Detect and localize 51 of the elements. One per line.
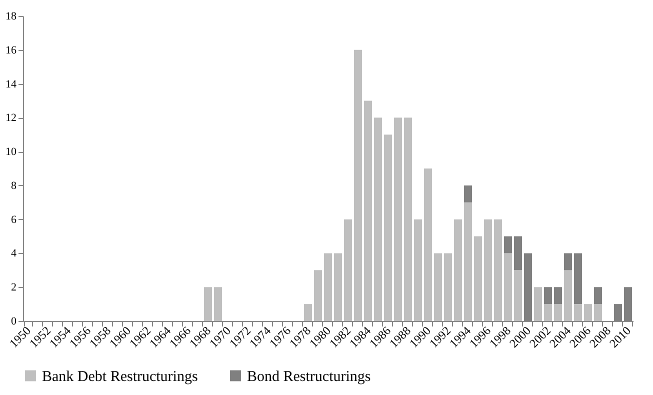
y-tick-label: 14	[6, 78, 17, 90]
bar	[464, 185, 472, 202]
bar	[424, 168, 432, 321]
bar	[534, 287, 542, 321]
y-tick-label: 8	[11, 180, 17, 192]
y-tick-label: 0	[11, 316, 17, 328]
bar	[554, 304, 562, 321]
y-tick-label: 4	[11, 248, 17, 260]
bar	[554, 287, 562, 304]
bar	[564, 270, 572, 321]
y-tick-label: 6	[11, 214, 17, 226]
bar	[204, 287, 212, 321]
bar	[514, 270, 522, 321]
y-tick-label: 12	[6, 112, 16, 124]
bar	[574, 304, 582, 321]
bar	[464, 202, 472, 321]
bar	[544, 287, 552, 304]
bar	[504, 253, 512, 321]
legend-label: Bond Restructurings	[247, 368, 371, 385]
bar	[474, 236, 482, 321]
bar	[544, 304, 552, 321]
bar	[314, 270, 322, 321]
bar	[484, 219, 492, 321]
bar	[404, 118, 412, 321]
bar	[354, 50, 362, 321]
bar	[564, 253, 572, 270]
bar	[414, 219, 422, 321]
bar	[324, 253, 332, 321]
bar	[214, 287, 222, 321]
y-tick-label: 10	[6, 146, 17, 158]
bar	[434, 253, 442, 321]
bar	[304, 304, 312, 321]
y-tick-label: 18	[6, 10, 17, 22]
bar	[444, 253, 452, 321]
bar	[394, 118, 402, 321]
bar	[584, 304, 592, 321]
bar	[494, 219, 502, 321]
bar	[504, 236, 512, 254]
y-tick-label: 16	[6, 44, 17, 56]
bar	[574, 253, 582, 304]
bar	[334, 253, 342, 321]
bar	[514, 236, 522, 270]
bar	[594, 304, 602, 321]
bar	[364, 100, 372, 321]
bar	[374, 118, 382, 321]
bar	[454, 219, 462, 321]
bar	[344, 219, 352, 321]
y-tick-label: 2	[11, 282, 16, 294]
bar	[594, 287, 602, 304]
bar	[384, 134, 392, 321]
legend-label: Bank Debt Restructurings	[42, 368, 198, 385]
